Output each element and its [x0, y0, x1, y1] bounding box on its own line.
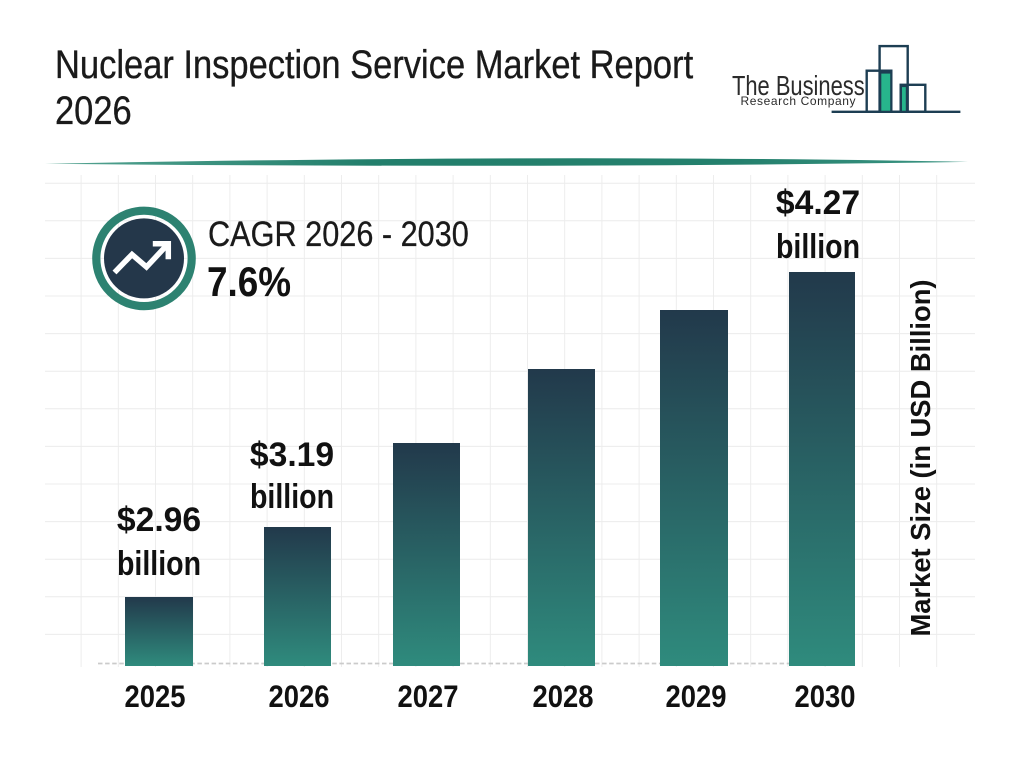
- svg-text:Market Size (in USD Billion): Market Size (in USD Billion): [905, 279, 936, 636]
